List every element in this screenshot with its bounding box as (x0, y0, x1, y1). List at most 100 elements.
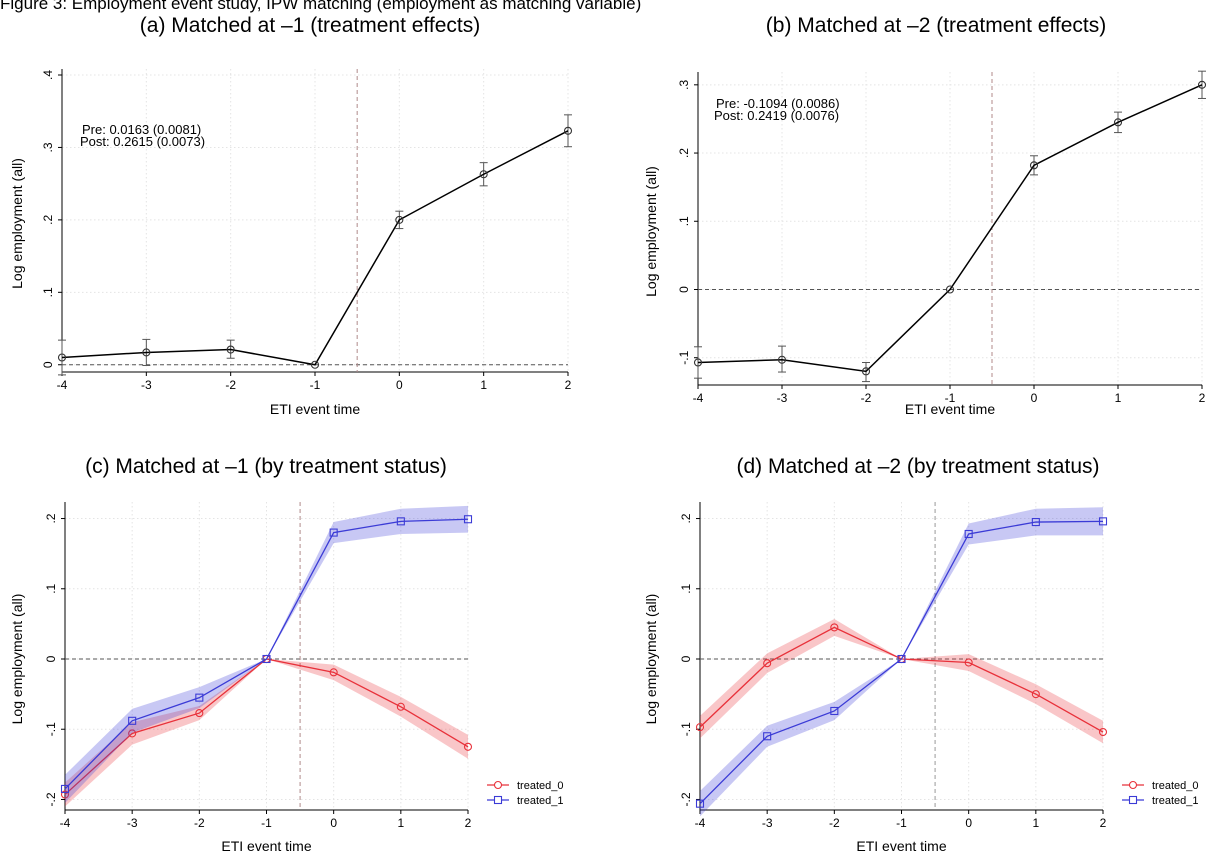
y-tick-label: .2 (44, 513, 58, 523)
chart-panel-d: (d) Matched at –2 (by treatment status) -… (643, 455, 1198, 854)
y-tick-label: .1 (677, 216, 691, 226)
data-point (563, 126, 573, 135)
x-tick-label: 1 (480, 378, 487, 392)
figure-title: Figure 3: Employment event study, IPW ma… (0, 0, 642, 13)
series-line (64, 518, 469, 790)
stats-annotation: Pre: -0.1094 (0.0086) (716, 96, 840, 111)
series-line (697, 84, 1203, 373)
y-tick-label: .2 (41, 215, 55, 225)
legend-label: treated_1 (1152, 795, 1198, 807)
chart-title: (c) Matched at –1 (by treatment status) (85, 455, 447, 478)
y-tick-label: .4 (41, 70, 55, 80)
x-tick-label: -3 (127, 816, 138, 830)
y-axis-label: Log employment (all) (9, 158, 25, 289)
legend-label: treated_0 (1152, 780, 1198, 792)
data-point (329, 668, 338, 677)
data-point (479, 170, 488, 179)
x-axis-label: ETI event time (905, 401, 995, 417)
chart-panel-a: (a) Matched at –1 (treatment effects) 0 .1… (9, 14, 573, 417)
legend-swatch-marker (1128, 780, 1138, 790)
data-point (195, 693, 204, 702)
data-point (861, 367, 871, 376)
x-tick-label: 1 (397, 816, 404, 830)
x-tick-label: -1 (896, 816, 907, 830)
y-tick-label: .3 (41, 142, 55, 152)
data-point (1031, 690, 1040, 699)
data-point (763, 659, 772, 668)
y-tick-label: .3 (677, 79, 691, 89)
x-tick-label: -3 (762, 816, 773, 830)
x-tick-label: -1 (945, 391, 956, 405)
data-point (763, 732, 772, 741)
x-tick-label: 0 (396, 378, 403, 392)
stats-annotation: Post: 0.2615 (0.0073) (80, 134, 205, 149)
chart-panel-c: (c) Matched at –1 (by treatment status) -… (9, 455, 563, 854)
data-point (128, 716, 137, 725)
x-tick-label: -1 (261, 816, 272, 830)
data-point (128, 729, 137, 738)
data-point (262, 654, 271, 664)
y-tick-label: -.2 (679, 792, 693, 806)
data-point (964, 529, 973, 539)
x-axis-label: ETI event time (856, 838, 946, 854)
data-point (897, 654, 906, 664)
x-tick-label: 1 (1032, 816, 1039, 830)
y-tick-label: .2 (679, 513, 693, 523)
legend: treated_0 treated_1 (487, 780, 563, 807)
x-tick-label: 0 (965, 816, 972, 830)
y-tick-label: .1 (44, 583, 58, 593)
stats-annotation: Post: 0.2419 (0.0076) (714, 108, 839, 123)
data-point (945, 285, 955, 294)
legend-label: treated_0 (517, 780, 563, 792)
legend-swatch-marker (493, 780, 503, 790)
y-axis-label: Log employment (all) (643, 166, 659, 297)
legend: treated_0 treated_1 (1122, 780, 1198, 807)
x-tick-label: 2 (565, 378, 572, 392)
x-tick-label: -4 (57, 378, 68, 392)
x-axis-label: ETI event time (270, 401, 360, 417)
confidence-band (700, 618, 1103, 744)
stats-annotation: Pre: 0.0163 (0.0081) (82, 122, 201, 137)
data-point (463, 515, 473, 524)
x-tick-label: -4 (695, 816, 706, 830)
data-point (310, 360, 320, 369)
y-tick-label: -.2 (44, 792, 58, 806)
chart-title: (b) Matched at –2 (treatment effects) (766, 14, 1106, 37)
x-tick-label: -2 (829, 816, 840, 830)
series-treated_0 (695, 618, 1108, 744)
x-tick-label: -3 (141, 378, 152, 392)
y-tick-label: .2 (677, 148, 691, 158)
x-tick-label: 1 (1115, 391, 1122, 405)
y-tick-label: 0 (41, 361, 55, 368)
y-tick-label: 0 (677, 286, 691, 293)
data-point (695, 723, 705, 732)
chart-title: (d) Matched at –2 (by treatment status) (737, 455, 1100, 478)
data-point (1113, 118, 1123, 127)
series-series-0 (57, 114, 573, 376)
x-tick-label: 2 (1199, 391, 1206, 405)
x-axis-label: ETI event time (221, 838, 311, 854)
series-treated_1 (60, 505, 473, 803)
x-tick-label: -2 (194, 816, 205, 830)
legend-label: treated_1 (517, 795, 563, 807)
data-point (964, 658, 973, 667)
y-tick-label: 0 (679, 655, 693, 662)
data-point (830, 706, 839, 716)
series-treated_1 (695, 507, 1108, 817)
data-point (1098, 727, 1108, 737)
data-point (396, 702, 405, 711)
series-line (61, 130, 569, 366)
x-tick-label: -4 (60, 816, 71, 830)
data-point (60, 790, 70, 799)
y-tick-label: -.1 (677, 350, 691, 364)
chart-title: (a) Matched at –1 (treatment effects) (140, 14, 480, 37)
x-tick-label: 2 (1100, 816, 1107, 830)
x-tick-label: 0 (1031, 391, 1038, 405)
data-point (1031, 517, 1040, 527)
x-tick-label: 0 (330, 816, 337, 830)
y-tick-label: .1 (679, 583, 693, 593)
x-tick-label: -4 (693, 391, 704, 405)
data-point (1098, 517, 1108, 526)
y-tick-label: .1 (41, 287, 55, 297)
